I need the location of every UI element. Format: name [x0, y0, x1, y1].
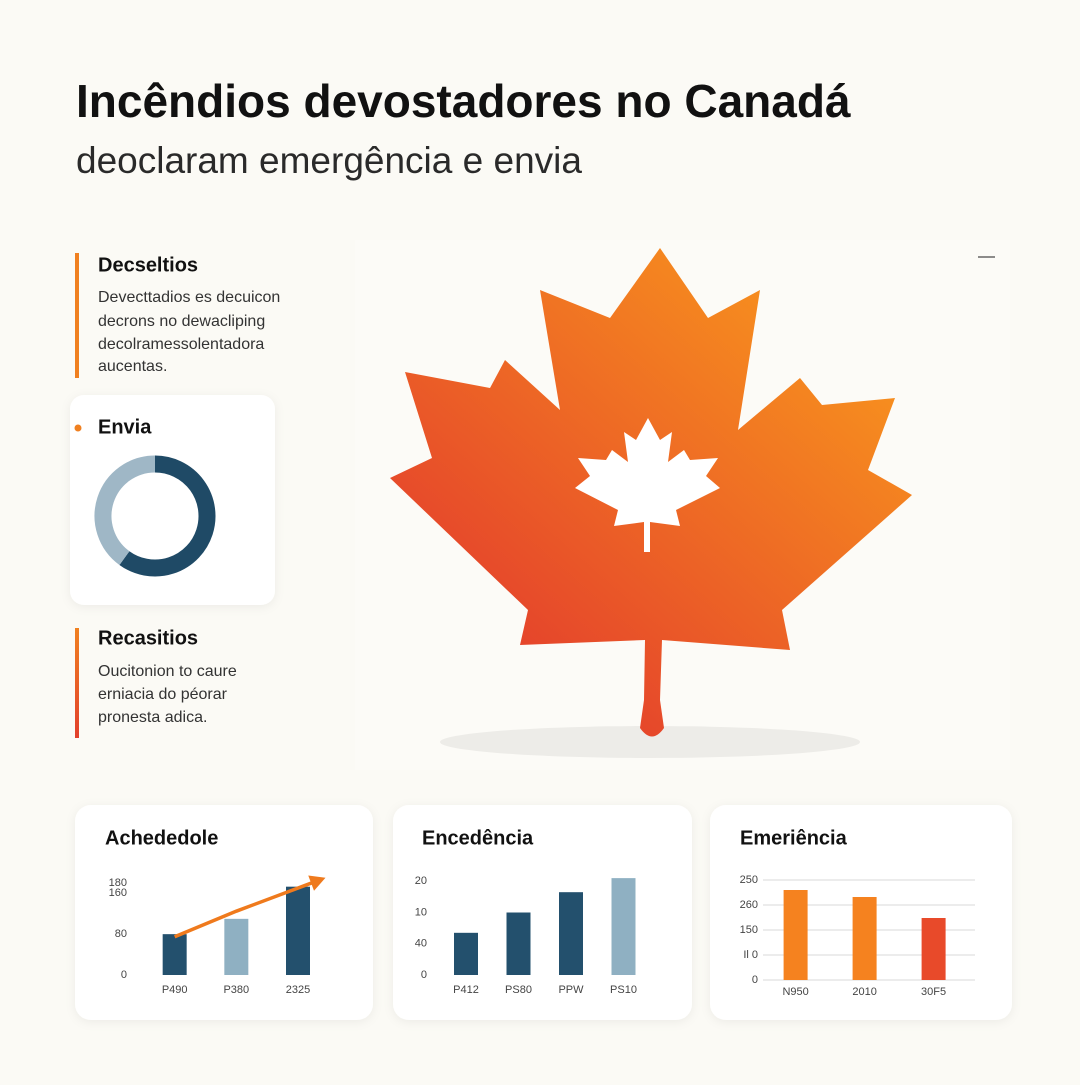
accent-bar — [75, 628, 79, 738]
small-leaf — [575, 418, 720, 552]
bar — [224, 918, 249, 975]
x-tick-label: P380 — [223, 984, 249, 996]
subtitle: deoclaram emergência e envia — [76, 140, 582, 181]
accent-bar — [75, 253, 79, 378]
accent-dot — [74, 424, 82, 432]
x-tick-label: PS80 — [505, 984, 532, 996]
card-text: erniacia do péorar — [98, 686, 228, 703]
card-text: aucentas. — [98, 358, 167, 375]
card-title: Recasitios — [98, 627, 198, 649]
x-tick-label: PPW — [558, 984, 584, 996]
x-tick-label: P490 — [162, 984, 188, 996]
card-text: Oucitonion to caure — [98, 663, 237, 680]
y-tick-label: 40 — [415, 938, 427, 950]
x-tick-label: PS10 — [610, 984, 637, 996]
bar — [506, 912, 531, 975]
title: Incêndios devostadores no Canadá — [76, 75, 851, 127]
bar — [162, 934, 187, 975]
bar — [783, 890, 808, 980]
y-tick-label: 180 — [109, 877, 127, 889]
card-text: decolramessolentadora — [98, 336, 264, 353]
y-tick-label: 0 — [421, 969, 427, 981]
donut-segment — [94, 455, 156, 565]
y-tick-label: 10 — [415, 906, 427, 918]
chart-title: Encedência — [422, 827, 534, 849]
card-text: Devecttadios es decuicon — [98, 289, 280, 306]
chart-title: Emeriência — [740, 827, 848, 849]
y-tick-label: 250 — [740, 874, 758, 886]
bar — [559, 892, 583, 975]
leaf-shadow — [440, 726, 860, 758]
trend-arrow — [308, 875, 326, 891]
y-tick-label: 160 — [109, 887, 127, 899]
chart-title: Achededole — [105, 827, 218, 849]
bar — [454, 932, 478, 975]
x-tick-label: N950 — [782, 986, 808, 998]
y-tick-label: 150 — [740, 924, 758, 936]
bar — [611, 878, 636, 975]
card-text: pronesta adica. — [98, 709, 207, 726]
x-tick-label: 2010 — [852, 986, 876, 998]
donut-segment — [119, 455, 216, 577]
card-text: decrons no dewacliping — [98, 313, 265, 330]
y-tick-label: 260 — [740, 899, 758, 911]
x-tick-label: P412 — [453, 984, 479, 996]
y-tick-label: 20 — [415, 875, 427, 887]
trend-line — [173, 878, 319, 939]
card-title: Decseltios — [98, 254, 198, 276]
y-tick-label: 80 — [115, 928, 127, 940]
y-tick-label: 0 — [121, 969, 127, 981]
card-title: Envia — [98, 416, 152, 438]
x-tick-label: 2325 — [286, 984, 310, 996]
x-tick-label: 30F5 — [921, 986, 946, 998]
y-tick-label: Il 0 — [743, 949, 758, 961]
bar — [921, 918, 946, 980]
bar — [286, 886, 310, 975]
bar — [852, 897, 877, 980]
y-tick-label: 0 — [752, 974, 758, 986]
